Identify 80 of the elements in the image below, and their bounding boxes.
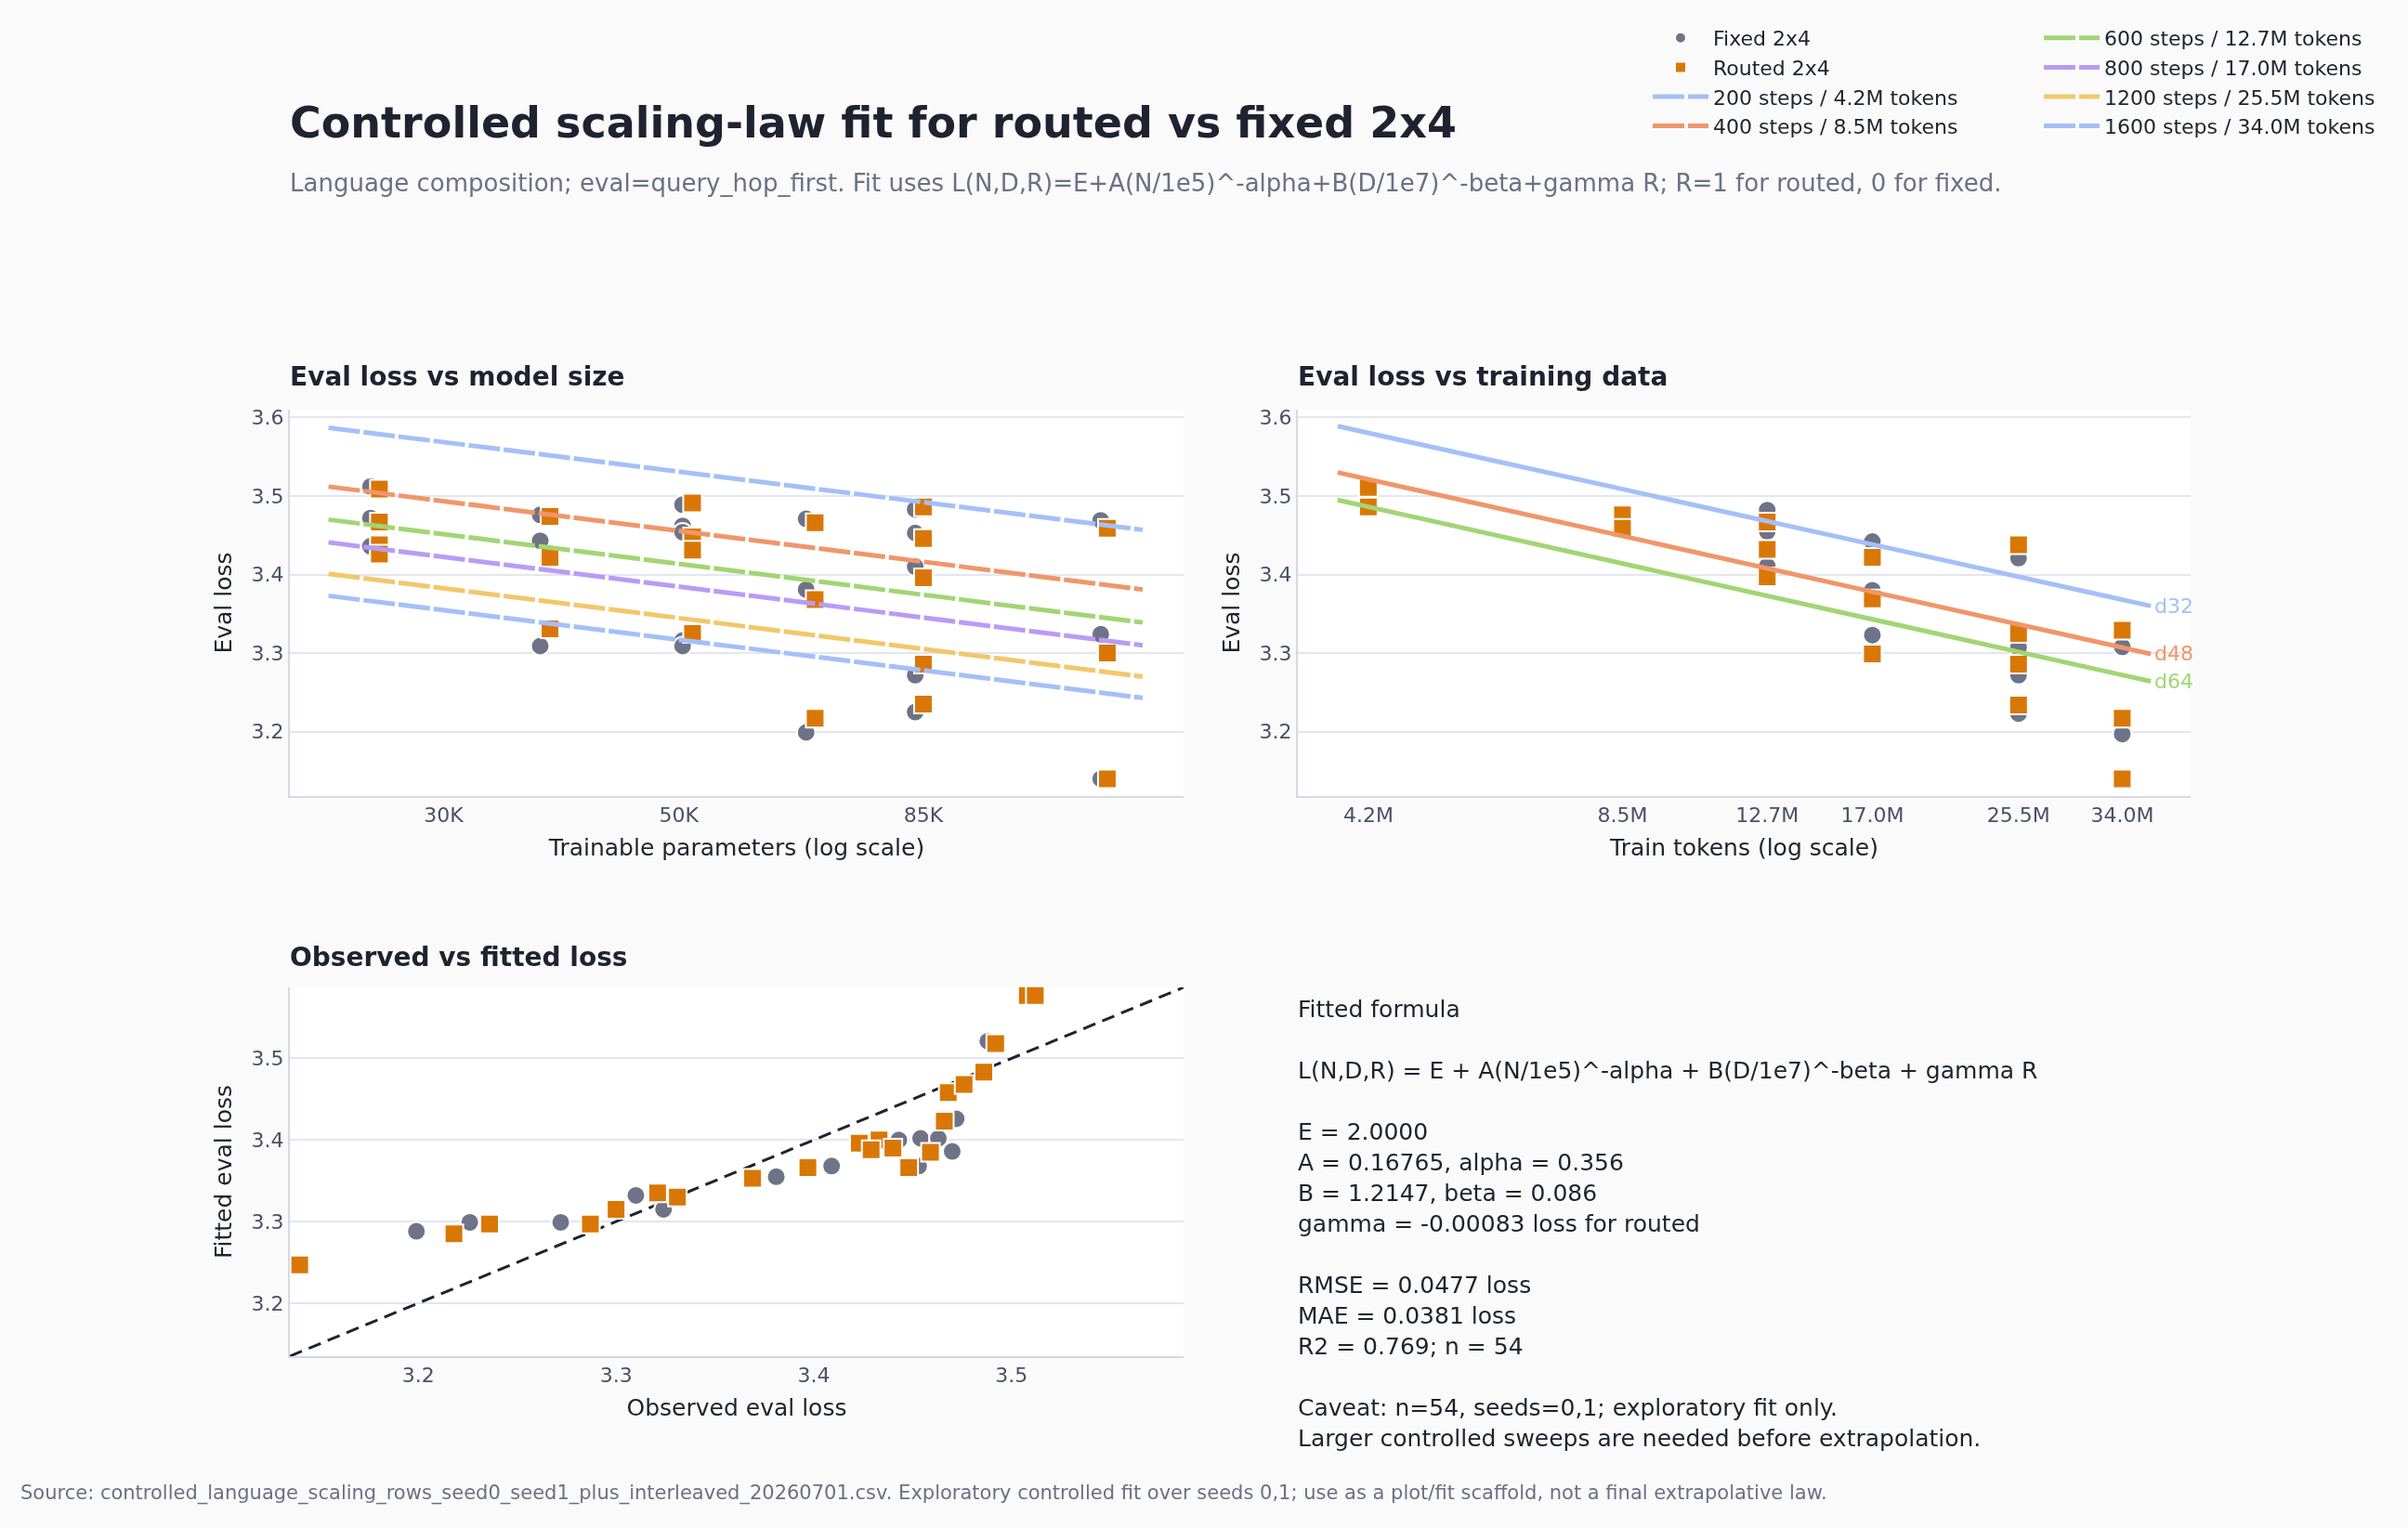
legend-label: 1600 steps / 34.0M tokens xyxy=(2104,115,2375,139)
x-tick-label: 3.5 xyxy=(995,1364,1028,1388)
series-label: d48 xyxy=(2154,642,2193,665)
source-note: Source: controlled_language_scaling_rows_seed0_seed1_plus_interleaved_20260701.csv. Exploratory controlled fit over seeds 0,1; use as a plot/fit scaffold, not a final extrapolative law. xyxy=(20,1482,1827,1504)
y-axis-title: Eval loss xyxy=(1217,552,1245,654)
x-tick-label: 34.0M xyxy=(2090,803,2154,828)
x-tick-label: 85K xyxy=(903,803,944,828)
legend-label: Routed 2x4 xyxy=(1713,56,1830,80)
point xyxy=(860,1139,882,1160)
chart-title: Eval loss vs training data xyxy=(1298,360,1669,392)
y-tick-label: 3.3 xyxy=(1259,641,1292,665)
point xyxy=(766,1166,787,1187)
text: Caveat: n=54, seeds=0,1; exploratory fit only. Larger controlled sweeps are needed before extrapolation. xyxy=(1298,1393,1983,1454)
point xyxy=(625,1184,647,1206)
point xyxy=(478,1213,500,1234)
point xyxy=(821,1156,843,1177)
x-tick-label: 8.5M xyxy=(1597,803,1648,828)
point xyxy=(797,1157,818,1179)
point xyxy=(606,1198,627,1220)
y-tick-label: 3.5 xyxy=(251,1047,284,1071)
point xyxy=(406,1221,427,1242)
point xyxy=(934,1111,955,1132)
text: Fitted formula xyxy=(1298,995,1461,1025)
y-tick-label: 3.3 xyxy=(251,641,284,665)
x-tick-label: 3.4 xyxy=(797,1364,831,1388)
y-tick-label: 3.6 xyxy=(251,406,284,430)
point xyxy=(942,1141,962,1162)
text: E = 2.0000 A = 0.16765, alpha = 0.356 B = 1.2147, beta = 0.086 gamma = -0.00083 loss for routed xyxy=(1298,1117,1701,1239)
legend-label: 600 steps / 12.7M tokens xyxy=(2104,27,2362,51)
x-tick-label: 30K xyxy=(424,803,465,828)
y-tick-label: 3.5 xyxy=(1259,484,1292,508)
legend-label: 200 steps / 4.2M tokens xyxy=(1713,85,1958,110)
x-tick-label: 4.2M xyxy=(1342,803,1394,828)
point xyxy=(742,1168,764,1189)
legend-label: 400 steps / 8.5M tokens xyxy=(1713,115,1958,139)
y-axis-title: Fitted eval loss xyxy=(209,1085,237,1259)
x-axis-title: Observed eval loss xyxy=(626,1393,847,1421)
x-tick-label: 12.7M xyxy=(1735,803,1799,828)
x-tick-label: 17.0M xyxy=(1840,803,1904,828)
point xyxy=(647,1182,668,1204)
y-tick-label: 3.4 xyxy=(251,1128,284,1152)
series-label: d32 xyxy=(2154,594,2193,618)
x-tick-label: 25.5M xyxy=(1986,803,2050,828)
y-tick-label: 3.4 xyxy=(251,563,284,587)
text: Language composition; eval=query_hop_first. Fit uses L(N,D,R)=E+A(N/1e5)^-alpha+B(D/1e7)^-beta+gamma R; R=1 for routed, 0 for fixed. xyxy=(290,169,2002,197)
x-axis-title: Trainable parameters (log scale) xyxy=(547,833,925,861)
y-tick-label: 3.4 xyxy=(1259,563,1292,587)
point xyxy=(985,1033,1006,1054)
legend-label: Fixed 2x4 xyxy=(1713,27,1812,51)
point xyxy=(443,1223,465,1245)
point xyxy=(920,1142,941,1163)
text: Controlled scaling-law fit for routed vs fixed 2x4 xyxy=(290,98,1457,148)
x-tick-label: 50K xyxy=(659,803,700,828)
point xyxy=(1025,985,1046,1006)
text: RMSE = 0.0477 loss MAE = 0.0381 loss R2 = 0.769; n = 54 xyxy=(1298,1271,1533,1362)
point xyxy=(953,1074,975,1095)
y-tick-label: 3.6 xyxy=(1259,406,1292,430)
point xyxy=(898,1157,920,1179)
y-tick-label: 3.5 xyxy=(251,484,284,508)
legend-label: 800 steps / 17.0M tokens xyxy=(2104,56,2362,80)
x-axis-title: Train tokens (log scale) xyxy=(1609,833,1878,861)
y-tick-label: 3.2 xyxy=(1259,720,1292,744)
legend-label: 1200 steps / 25.5M tokens xyxy=(2104,85,2375,110)
x-tick-label: 3.3 xyxy=(599,1364,633,1388)
text: L(N,D,R) = E + A(N/1e5)^-alpha + B(D/1e7)^-beta + gamma R xyxy=(1298,1056,2039,1086)
x-tick-label: 3.2 xyxy=(401,1364,435,1388)
y-tick-label: 3.3 xyxy=(251,1209,284,1234)
point xyxy=(974,1062,995,1083)
series-label: d64 xyxy=(2154,670,2193,693)
point xyxy=(883,1138,904,1159)
point xyxy=(289,1254,310,1275)
y-tick-label: 3.2 xyxy=(251,720,284,744)
chart-title: Eval loss vs model size xyxy=(290,360,625,392)
point xyxy=(459,1211,480,1233)
y-tick-label: 3.2 xyxy=(251,1291,284,1315)
point xyxy=(580,1213,601,1234)
point xyxy=(550,1211,571,1233)
y-axis-title: Eval loss xyxy=(209,552,237,654)
point xyxy=(667,1186,688,1208)
chart-title: Observed vs fitted loss xyxy=(290,941,628,973)
